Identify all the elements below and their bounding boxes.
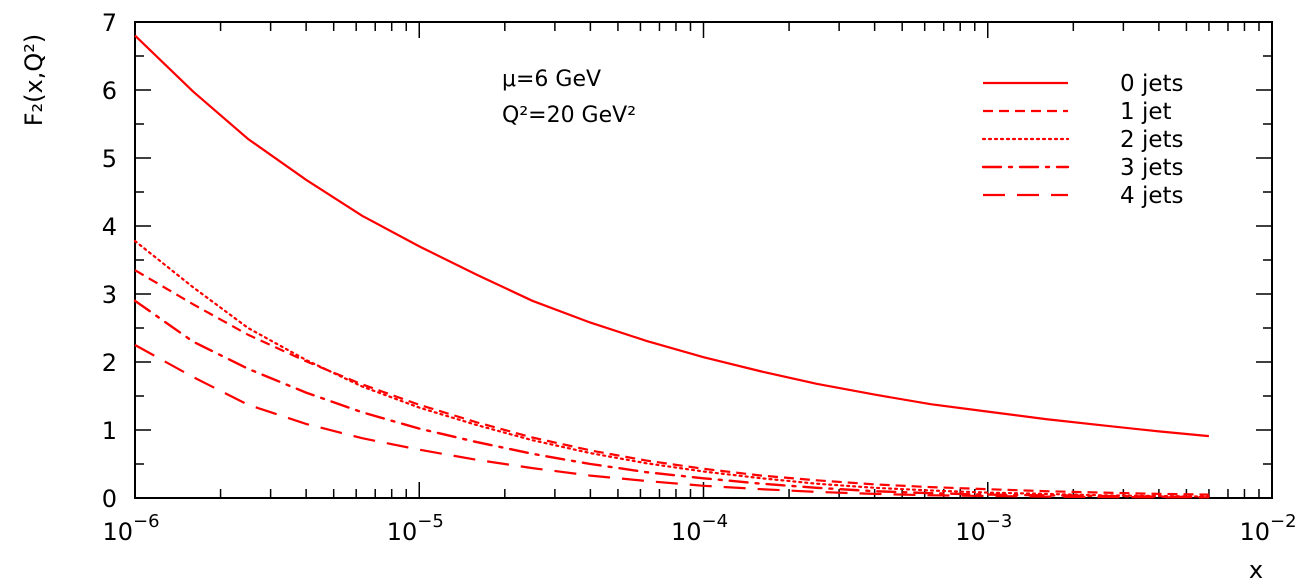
x-axis-label: x	[1249, 556, 1263, 582]
x-tick-label: 10−4	[671, 511, 728, 546]
y-tick-label: 7	[102, 9, 117, 37]
axis-tick-labels: 10−6 10−5 10−4 10−3 10−2 0 1 2 3 4 5 6 7	[102, 9, 1297, 546]
legend-label-4: 4 jets	[1120, 183, 1184, 209]
x-tick-label: 10−5	[387, 511, 444, 546]
y-tick-label: 0	[102, 485, 117, 513]
legend-label-3: 3 jets	[1120, 155, 1184, 181]
x-tick-label: 10−2	[1239, 511, 1296, 546]
plot-frame	[134, 21, 1273, 499]
legend-label-2: 2 jets	[1120, 127, 1184, 153]
annotation-q2: Q²=20 GeV²	[502, 103, 636, 128]
y-tick-label: 1	[102, 417, 117, 445]
y-tick-label: 4	[102, 213, 117, 241]
series-line-3-jets	[133, 299, 1211, 499]
y-axis-label: F₂(x,Q²)	[20, 34, 48, 127]
series-line-0-jets	[134, 34, 1210, 438]
y-tick-label: 3	[102, 281, 117, 309]
series-line-1-jets	[134, 269, 1209, 496]
x-tick-label: 10−6	[102, 511, 159, 546]
legend-label-0: 0 jets	[1120, 71, 1184, 97]
series-lines	[133, 34, 1211, 499]
x-tick-label: 10−3	[955, 511, 1012, 546]
y-tick-label: 5	[102, 145, 117, 173]
y-tick-label: 2	[102, 349, 117, 377]
y-tick-label: 6	[102, 77, 117, 105]
series-line-4-jets	[134, 344, 1209, 499]
annotation-mu: μ=6 GeV	[502, 67, 601, 92]
axis-ticks	[134, 21, 1272, 499]
series-line-2-jets	[133, 239, 1210, 498]
legend-label-1: 1 jet	[1120, 99, 1172, 125]
